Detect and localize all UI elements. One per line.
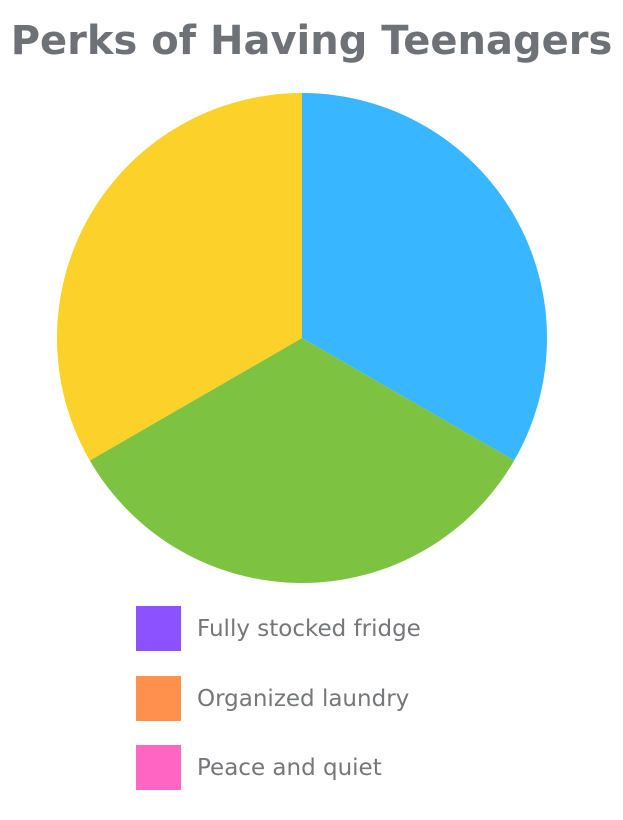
legend-label: Organized laundry [197,685,410,712]
legend-item: Organized laundry [136,676,409,721]
legend-label: Fully stocked fridge [197,615,421,642]
legend-swatch [136,745,181,790]
legend-swatch [136,676,181,721]
pie-slice-2 [56,93,302,461]
legend-item: Peace and quiet [136,745,382,790]
pie-slice-1 [89,338,515,583]
legend-item: Fully stocked fridge [136,606,421,651]
legend-label: Peace and quiet [197,754,382,781]
chart-title: Perks of Having Teenagers [10,18,613,64]
pie-chart [56,93,547,583]
pie-slice-0 [302,93,547,461]
legend-swatch [136,606,181,651]
